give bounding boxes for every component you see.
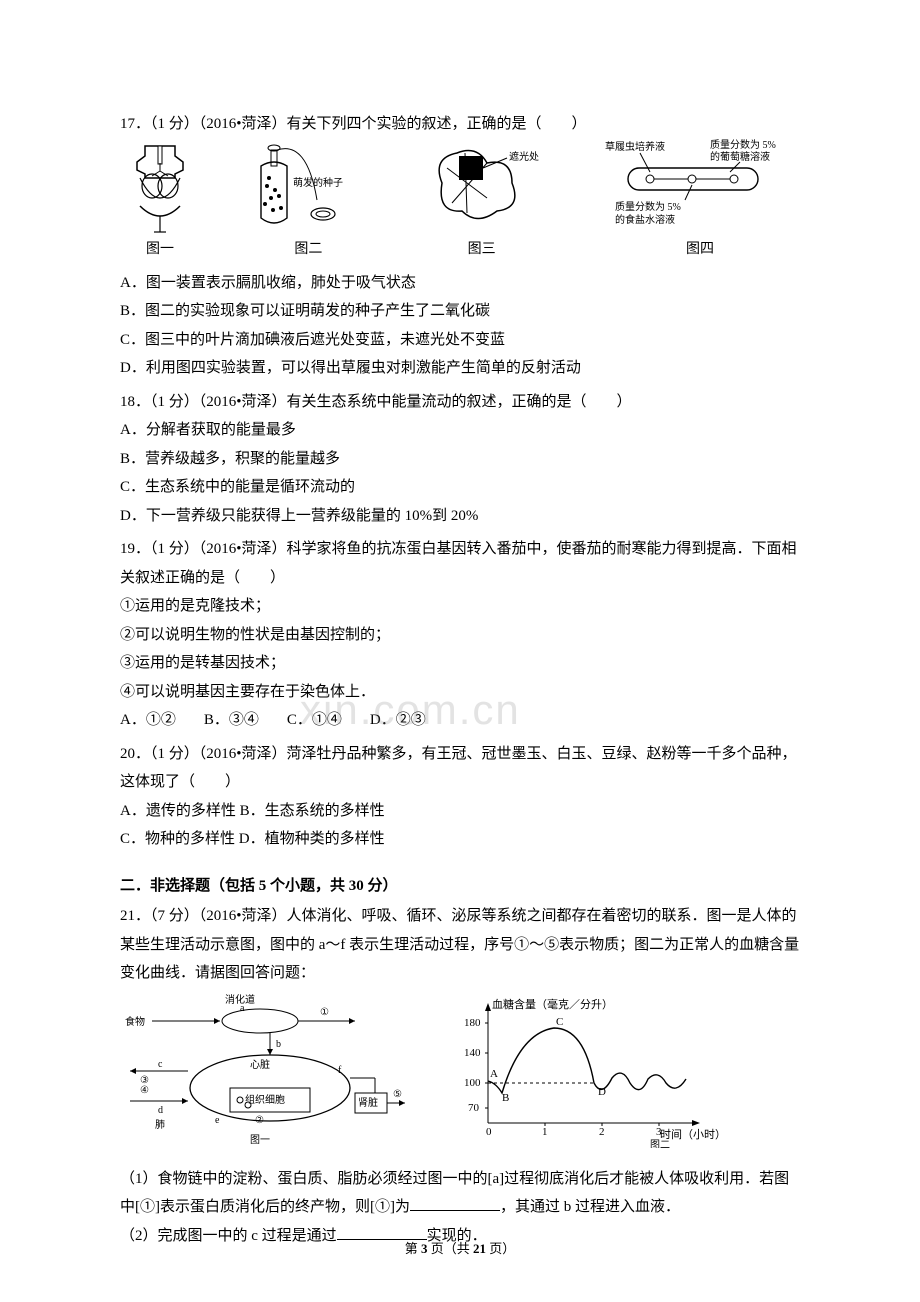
q21-fig2: 血糖含量（毫克／分升） 时间（小时） 70 100 140 180 0 1 2 … — [450, 993, 720, 1159]
svg-text:c: c — [158, 1059, 163, 1070]
q21-sub1-post: ，其通过 b 过程进入血液． — [500, 1199, 680, 1215]
svg-text:图二: 图二 — [650, 1139, 670, 1148]
q19-stem: 19．（1 分）（2016•菏泽）科学家将鱼的抗冻蛋白基因转入番茄中，使番茄的耐… — [120, 535, 800, 592]
svg-text:草履虫培养液: 草履虫培养液 — [605, 140, 665, 153]
svg-text:d: d — [158, 1105, 163, 1116]
q19-opt-d: D．②③ — [370, 706, 426, 735]
q19-opt-b: B．③④ — [204, 706, 259, 735]
svg-text:e: e — [215, 1115, 220, 1126]
q17-stem: 17．（1 分）（2016•菏泽）有关下列四个实验的叙述，正确的是（ ） — [120, 110, 800, 139]
footer-total: 21 — [473, 1241, 486, 1256]
q17-fig1-label: 图一 — [146, 237, 174, 264]
q19-opt-a: A．①② — [120, 706, 176, 735]
q17-fig4: 草履虫培养液 质量分数为 5% 的葡萄糖溶液 质量分数为 5% 的食盐水溶液 图… — [600, 138, 800, 264]
question-21: 21．（7 分）（2016•菏泽）人体消化、呼吸、循环、泌尿等系统之间都存在着密… — [120, 902, 800, 1250]
q17-opt-b: B．图二的实验现象可以证明萌发的种子产生了二氧化碳 — [120, 297, 800, 326]
svg-text:A: A — [490, 1068, 498, 1080]
svg-text:心脏: 心脏 — [250, 1058, 270, 1071]
q20-stem: 20．（1 分）（2016•菏泽）菏泽牡丹品种繁多，有王冠、冠世墨玉、白玉、豆绿… — [120, 740, 800, 797]
q20-opt-cd: C．物种的多样性 D．植物种类的多样性 — [120, 825, 800, 854]
question-19: 19．（1 分）（2016•菏泽）科学家将鱼的抗冻蛋白基因转入番茄中，使番茄的耐… — [120, 535, 800, 735]
q19-item-3: ③运用的是转基因技术； — [120, 649, 800, 678]
q19-item-1: ①运用的是克隆技术； — [120, 592, 800, 621]
svg-text:肾脏: 肾脏 — [358, 1096, 378, 1109]
q19-item-4: ④可以说明基因主要存在于染色体上． — [120, 678, 800, 707]
svg-text:萌发的种子: 萌发的种子 — [293, 176, 343, 189]
q19-opt-c: C．①④ — [287, 706, 342, 735]
svg-text:100: 100 — [464, 1077, 481, 1089]
q17-fig2-label: 图二 — [294, 237, 322, 264]
svg-text:食物: 食物 — [125, 1015, 145, 1028]
footer-mid: 页（共 — [427, 1241, 473, 1256]
page-footer: 第 3 页（共 21 页） — [0, 1237, 920, 1262]
q17-opt-a: A．图一装置表示膈肌收缩，肺处于吸气状态 — [120, 269, 800, 298]
question-20: 20．（1 分）（2016•菏泽）菏泽牡丹品种繁多，有王冠、冠世墨玉、白玉、豆绿… — [120, 740, 800, 854]
q17-fig3-label: 图三 — [468, 237, 496, 264]
svg-text:①: ① — [320, 1007, 329, 1018]
svg-text:遮光处: 遮光处 — [509, 150, 539, 163]
svg-text:B: B — [502, 1092, 509, 1104]
svg-text:C: C — [556, 1016, 563, 1028]
svg-text:180: 180 — [464, 1017, 481, 1029]
svg-text:2: 2 — [599, 1126, 605, 1138]
q17-opt-d: D．利用图四实验装置，可以得出草履虫对刺激能产生简单的反射活动 — [120, 354, 800, 383]
svg-text:图一: 图一 — [250, 1134, 270, 1146]
q17-fig1: 图一 — [120, 138, 200, 264]
footer-pre: 第 — [405, 1241, 421, 1256]
q17-fig3: 遮光处 图三 — [417, 138, 547, 264]
svg-text:质量分数为 5%: 质量分数为 5% — [710, 138, 776, 151]
svg-text:f: f — [338, 1065, 342, 1076]
section-2-title: 二．非选择题（包括 5 个小题，共 30 分） — [120, 872, 800, 901]
q20-opt-ab: A．遗传的多样性 B．生态系统的多样性 — [120, 797, 800, 826]
svg-text:D: D — [598, 1086, 606, 1098]
svg-text:的食盐水溶液: 的食盐水溶液 — [615, 213, 675, 226]
q17-opt-c: C．图三中的叶片滴加碘液后遮光处变蓝，未遮光处不变蓝 — [120, 326, 800, 355]
q17-fig4-label: 图四 — [686, 237, 714, 264]
svg-text:质量分数为 5%: 质量分数为 5% — [615, 200, 681, 213]
q18-stem: 18．（1 分）（2016•菏泽）有关生态系统中能量流动的叙述，正确的是（ ） — [120, 388, 800, 417]
q18-opt-a: A．分解者获取的能量最多 — [120, 416, 800, 445]
question-18: 18．（1 分）（2016•菏泽）有关生态系统中能量流动的叙述，正确的是（ ） … — [120, 388, 800, 531]
svg-text:70: 70 — [468, 1102, 480, 1114]
svg-text:0: 0 — [486, 1126, 492, 1138]
svg-text:肺: 肺 — [155, 1119, 165, 1131]
q19-options: A．①② B．③④ C．①④ D．②③ — [120, 706, 800, 735]
q17-fig2: 萌发的种子 图二 — [253, 138, 363, 264]
q18-opt-d: D．下一营养级只能获得上一营养级能量的 10%到 20% — [120, 502, 800, 531]
svg-text:a: a — [240, 1003, 245, 1014]
q19-item-2: ②可以说明生物的性状是由基因控制的； — [120, 621, 800, 650]
svg-text:⑤: ⑤ — [393, 1089, 402, 1100]
svg-text:血糖含量（毫克／分升）: 血糖含量（毫克／分升） — [492, 997, 613, 1011]
q21-figures: 消化道 食物 a ① b 心脏 组织细胞 肺 — [120, 994, 800, 1159]
q21-blank-1[interactable] — [410, 1196, 500, 1211]
q18-opt-b: B．营养级越多，积聚的能量越多 — [120, 445, 800, 474]
q21-sub1: （1）食物链中的淀粉、蛋白质、脂肪必须经过图一中的[a]过程彻底消化后才能被人体… — [120, 1165, 800, 1222]
svg-text:1: 1 — [542, 1126, 548, 1138]
q17-figures: 图一 萌发的种子 图二 — [120, 144, 800, 264]
question-17: 17．（1 分）（2016•菏泽）有关下列四个实验的叙述，正确的是（ ） 图一 — [120, 110, 800, 383]
svg-text:②: ② — [255, 1115, 264, 1126]
svg-text:的葡萄糖溶液: 的葡萄糖溶液 — [710, 150, 770, 163]
svg-text:b: b — [276, 1039, 281, 1050]
q21-fig1: 消化道 食物 a ① b 心脏 组织细胞 肺 — [120, 993, 410, 1159]
svg-text:④: ④ — [140, 1085, 149, 1096]
footer-post: 页） — [486, 1241, 515, 1256]
q21-stem: 21．（7 分）（2016•菏泽）人体消化、呼吸、循环、泌尿等系统之间都存在着密… — [120, 902, 800, 988]
svg-text:3: 3 — [656, 1126, 662, 1138]
svg-text:140: 140 — [464, 1047, 481, 1059]
q18-opt-c: C．生态系统中的能量是循环流动的 — [120, 473, 800, 502]
